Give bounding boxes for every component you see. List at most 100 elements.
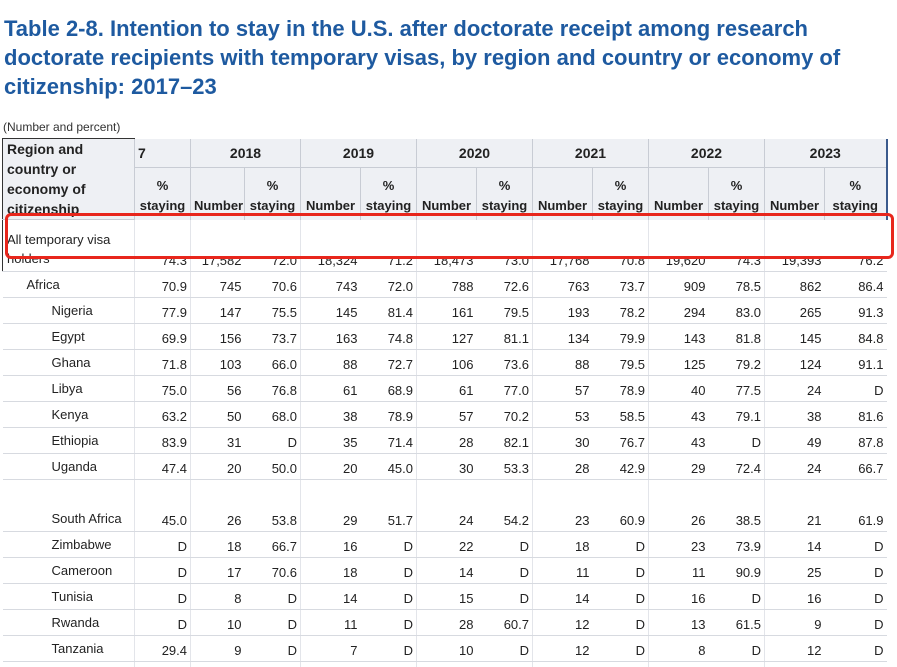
number-cell: 28 <box>416 609 477 636</box>
pct-staying-cell: 70.9 <box>134 271 191 298</box>
pct-staying-cell: 47.4 <box>134 453 191 480</box>
number-cell: 788 <box>416 271 477 298</box>
number-cell: 38 <box>300 401 361 428</box>
number-cell: 21 <box>764 479 825 532</box>
pct-staying-cell: 70.6 <box>244 271 301 298</box>
number-cell: 16 <box>648 583 709 610</box>
pct-staying-cell: 77.5 <box>708 375 765 402</box>
number-cell: 31 <box>190 427 245 454</box>
country-row: Rwanda D 10 D 11 D 28 60.7 12 D 13 61.5 9 D <box>2 609 887 636</box>
number-cell: 13 <box>648 609 709 636</box>
pct-staying-cell: 66.7 <box>824 453 887 480</box>
number-cell: 24 <box>764 375 825 402</box>
pct-staying-cell: 79.2 <box>708 349 765 376</box>
number-cell: 16 <box>764 583 825 610</box>
number-header: Number <box>190 167 245 220</box>
pct-staying-cell: D <box>592 609 649 636</box>
number-cell: 94 <box>190 661 245 667</box>
pct-staying-cell: 90.9 <box>708 557 765 584</box>
pct-staying-cell: 38.5 <box>708 479 765 532</box>
pct-staying-cell: 75.5 <box>244 297 301 324</box>
number-cell: 106 <box>416 349 477 376</box>
number-cell: 56 <box>190 375 245 402</box>
number-cell: 30 <box>532 427 593 454</box>
corner-header: Region and country or economy of citizen… <box>2 138 135 220</box>
pct-staying-cell: 78.5 <box>708 271 765 298</box>
pct-staying-cell: 58.5 <box>592 401 649 428</box>
number-header: Number <box>648 167 709 220</box>
number-cell: 909 <box>648 271 709 298</box>
pct-staying-cell: 73.7 <box>244 323 301 350</box>
number-cell: 43 <box>648 427 709 454</box>
pct-staying-cell: 79.5 <box>476 297 533 324</box>
pct-staying-cell: 60.7 <box>476 609 533 636</box>
pct-staying-cell: 76.7 <box>592 427 649 454</box>
pct-staying-cell: D <box>360 583 417 610</box>
number-cell: 125 <box>648 349 709 376</box>
number-cell: 11 <box>532 557 593 584</box>
number-cell: 10 <box>416 635 477 662</box>
number-cell: 30 <box>416 453 477 480</box>
pct-staying-header: % staying <box>244 167 301 220</box>
row-label: Ghana <box>2 349 135 376</box>
number-cell: 763 <box>532 271 593 298</box>
pct-staying-cell: 75.0 <box>134 375 191 402</box>
number-cell: 29 <box>300 479 361 532</box>
number-cell: 105 <box>416 661 477 667</box>
pct-staying-cell: D <box>708 583 765 610</box>
number-cell: 743 <box>300 271 361 298</box>
number-cell: 57 <box>416 401 477 428</box>
row-label: Libya <box>2 375 135 402</box>
number-cell: 134 <box>532 323 593 350</box>
number-cell: 18 <box>532 531 593 558</box>
pct-staying-cell: 81.8 <box>708 323 765 350</box>
pct-staying-header: % staying <box>134 167 191 220</box>
pct-staying-cell: D <box>360 635 417 662</box>
number-cell: 161 <box>416 297 477 324</box>
number-cell: 294 <box>648 297 709 324</box>
number-cell: 23 <box>532 479 593 532</box>
pct-staying-header: % staying <box>824 167 888 220</box>
number-cell: 11 <box>300 609 361 636</box>
pct-staying-header: % staying <box>592 167 649 220</box>
number-cell: 145 <box>300 297 361 324</box>
data-table-container[interactable]: Region and country or economy of citizen… <box>2 138 888 667</box>
pct-staying-cell: 66.0 <box>244 349 301 376</box>
pct-staying-cell: 72.4 <box>708 453 765 480</box>
pct-staying-cell: D <box>476 557 533 584</box>
number-cell: 40 <box>648 375 709 402</box>
number-cell: 98 <box>300 661 361 667</box>
pct-staying-cell: 59.0 <box>476 661 533 667</box>
pct-staying-cell: 60.9 <box>592 479 649 532</box>
pct-staying-cell: 72.0 <box>360 271 417 298</box>
country-row: Cameroon D 17 70.6 18 D 14 D 11 D 11 90.9 25 D <box>2 557 887 584</box>
number-cell: 61 <box>416 375 477 402</box>
number-cell: 163 <box>300 323 361 350</box>
number-cell: 53 <box>532 401 593 428</box>
pct-staying-cell: 83.0 <box>708 297 765 324</box>
pct-staying-header: % staying <box>708 167 765 220</box>
row-label: South Africa <box>2 479 135 532</box>
pct-staying-header: % staying <box>476 167 533 220</box>
number-cell: 50 <box>190 401 245 428</box>
country-row: Tunisia D 8 D 14 D 15 D 14 D 16 D 16 D <box>2 583 887 610</box>
pct-staying-cell: 78.9 <box>360 401 417 428</box>
row-label: Zimbabwe <box>2 531 135 558</box>
number-cell: 18 <box>300 557 361 584</box>
pct-staying-cell: D <box>134 557 191 584</box>
number-cell: 9 <box>764 609 825 636</box>
pct-staying-cell: D <box>244 635 301 662</box>
pct-staying-cell: 74.8 <box>360 323 417 350</box>
pct-staying-cell: D <box>476 531 533 558</box>
number-cell: 23 <box>648 531 709 558</box>
number-cell: 862 <box>764 271 825 298</box>
pct-staying-cell: D <box>476 635 533 662</box>
pct-staying-cell: 53.8 <box>244 479 301 532</box>
pct-staying-cell: 50.0 <box>244 453 301 480</box>
number-header: Number <box>764 167 825 220</box>
pct-staying-cell: 70.5 <box>708 661 765 667</box>
page-title: Table 2-8. Intention to stay in the U.S.… <box>4 16 841 99</box>
number-cell: 15 <box>416 583 477 610</box>
number-cell: 20 <box>300 453 361 480</box>
country-row: South Africa 45.0 26 53.8 29 51.7 24 54.2 23 60.9… <box>2 479 887 532</box>
